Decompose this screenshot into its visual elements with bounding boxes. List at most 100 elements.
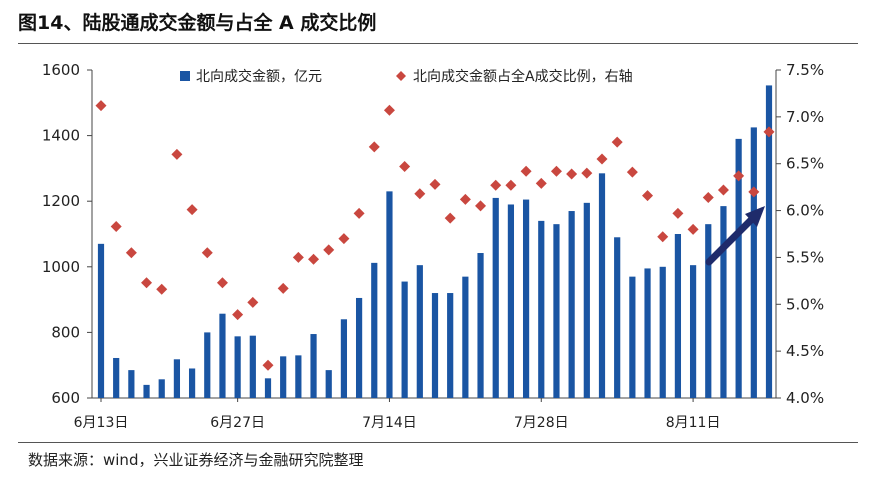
ratio-point (156, 283, 168, 295)
ratio-point (717, 184, 729, 196)
x-tick-label: 7月14日 (362, 415, 417, 431)
legend-bar-swatch (180, 71, 190, 81)
bar (598, 173, 606, 398)
bar (158, 379, 165, 398)
ratio-point (566, 168, 578, 180)
bar (477, 253, 484, 398)
bar (462, 276, 469, 398)
ratio-point (505, 179, 517, 191)
bar (325, 370, 332, 398)
ratio-point (475, 200, 487, 212)
ratio-point (383, 104, 395, 116)
ratio-point (672, 207, 684, 219)
bar (689, 265, 697, 398)
ratio-point (368, 141, 380, 153)
bar (583, 202, 590, 398)
bar (750, 127, 757, 399)
ratio-point (733, 170, 745, 182)
bar (143, 384, 150, 398)
bar (340, 319, 348, 398)
legend-point-swatch (396, 71, 406, 81)
right-y-tick-label: 5.5% (786, 248, 824, 266)
ratio-point (232, 309, 244, 321)
ratio-point (125, 247, 137, 259)
x-tick-label: 7月28日 (514, 415, 569, 431)
ratio-point (687, 223, 699, 235)
ratio-point (292, 251, 304, 263)
right-y-tick-label: 6.5% (786, 155, 824, 173)
bar (204, 332, 211, 398)
source-note: 数据来源：wind，兴业证券经济与金融研究院整理 (28, 451, 364, 469)
bar (659, 266, 666, 398)
bar (447, 293, 454, 398)
left-y-tick-label: 600 (51, 389, 80, 407)
ratio-point (611, 136, 623, 148)
x-tick-label: 6月13日 (74, 415, 129, 431)
right-y-tick-label: 6.0% (786, 202, 824, 220)
bar (188, 368, 196, 398)
bar (173, 359, 181, 398)
bar (128, 370, 135, 398)
legend-point-label: 北向成交金额占全A成交比例，右轴 (413, 68, 633, 85)
ratio-point (338, 233, 350, 245)
bar (355, 297, 363, 398)
ratio-point (748, 186, 760, 198)
ratio-point (702, 191, 714, 203)
ratio-point (308, 253, 320, 265)
ratio-point (490, 179, 502, 191)
ratio-point (216, 277, 228, 289)
ratio-point (520, 165, 532, 177)
trend-arrow-head (745, 206, 765, 227)
ratio-point (399, 161, 411, 173)
bar (765, 85, 773, 398)
right-y-tick-label: 5.0% (786, 295, 824, 313)
left-y-tick-label: 1200 (42, 192, 80, 210)
right-y-tick-label: 7.5% (786, 61, 824, 79)
left-y-tick-label: 1400 (42, 127, 80, 145)
bar (219, 313, 226, 398)
bar (249, 335, 256, 398)
bar (644, 268, 651, 398)
ratio-point (626, 166, 638, 178)
left-y-tick-label: 1600 (42, 61, 80, 79)
ratio-point (262, 359, 274, 371)
right-y-tick-label: 4.0% (786, 389, 824, 407)
bar (234, 336, 241, 398)
ratio-point (353, 207, 365, 219)
bar (97, 243, 105, 398)
bar (401, 281, 408, 398)
bar (431, 293, 439, 398)
ratio-point (657, 231, 669, 243)
ratio-point (642, 190, 654, 202)
ratio-point (95, 100, 107, 112)
legend-bar-label: 北向成交金额，亿元 (196, 68, 322, 85)
x-tick-label: 6月27日 (210, 415, 265, 431)
bar (492, 197, 499, 398)
bar (522, 199, 530, 398)
bar (113, 357, 120, 398)
bar (568, 211, 575, 398)
bar (553, 224, 560, 398)
bar (264, 378, 272, 398)
bar (295, 355, 302, 398)
ratio-point (277, 282, 289, 294)
bar (614, 237, 621, 398)
ratio-point (596, 153, 608, 165)
ratio-point (444, 212, 456, 224)
source-rule (18, 442, 858, 443)
right-y-tick-label: 7.0% (786, 108, 824, 126)
trend-arrow-shaft (705, 215, 756, 266)
right-y-tick-label: 4.5% (786, 342, 824, 360)
ratio-point (171, 148, 183, 160)
ratio-point (550, 165, 562, 177)
ratio-point (459, 193, 471, 205)
bar (720, 206, 727, 398)
bar (507, 204, 515, 398)
ratio-point (323, 244, 335, 256)
bar (310, 334, 317, 398)
ratio-point (763, 126, 775, 138)
ratio-point (429, 178, 441, 190)
figure-title: 图14、陆股通成交金额与占全 A 成交比例 (18, 12, 377, 34)
bar (705, 224, 712, 398)
